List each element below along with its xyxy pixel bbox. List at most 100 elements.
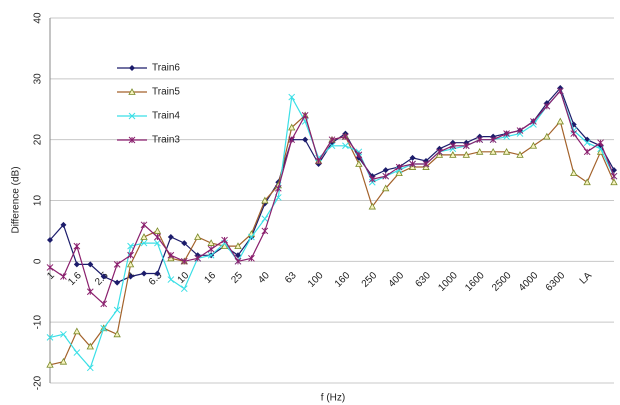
marker (529, 141, 538, 149)
marker (436, 148, 443, 156)
x-tick-label: 25 (229, 270, 245, 286)
marker (248, 254, 255, 262)
marker (234, 242, 242, 250)
marker (610, 178, 618, 186)
marker (570, 169, 578, 177)
marker (395, 163, 403, 171)
marker (207, 239, 215, 246)
marker (449, 151, 457, 158)
y-tick-label: 20 (33, 134, 44, 146)
marker (355, 148, 363, 156)
x-tick-label: 1600 (463, 270, 487, 294)
marker (87, 261, 94, 268)
y-tick-label: -20 (33, 375, 44, 390)
marker (59, 357, 68, 365)
marker (556, 117, 564, 125)
marker (113, 261, 121, 268)
series-line (49, 89, 615, 305)
marker (86, 288, 94, 296)
x-tick-label: 400 (387, 270, 407, 290)
marker (100, 273, 107, 280)
marker (409, 160, 416, 168)
marker (261, 227, 269, 235)
legend-label: Train4 (152, 111, 180, 122)
marker (194, 254, 202, 262)
marker (140, 221, 148, 229)
marker (489, 136, 497, 144)
marker (476, 136, 484, 144)
series-line (49, 89, 615, 369)
marker (167, 251, 175, 259)
y-tick-label: 0 (33, 258, 44, 264)
x-tick-label: 630 (413, 270, 433, 290)
x-tick-label: 160 (333, 270, 353, 290)
legend-label: Train3 (152, 135, 180, 146)
marker (248, 233, 255, 241)
marker (449, 142, 457, 150)
marker (597, 139, 604, 147)
marker (288, 93, 296, 101)
marker (556, 87, 564, 95)
marker (530, 118, 537, 125)
marker (114, 279, 121, 286)
x-axis-title: f (Hz) (321, 393, 345, 404)
marker (489, 147, 497, 155)
marker (342, 133, 349, 140)
marker (73, 242, 81, 250)
marker (422, 160, 430, 168)
marker (154, 270, 161, 277)
marker (154, 233, 161, 241)
marker (583, 178, 591, 186)
marker (610, 172, 618, 180)
marker (476, 147, 484, 155)
x-tick-label: 250 (360, 270, 380, 290)
marker (73, 327, 81, 335)
marker (141, 270, 147, 277)
marker (100, 324, 108, 332)
marker (382, 184, 390, 192)
y-tick-label: -10 (33, 315, 44, 330)
legend-marker (128, 88, 136, 95)
legend-marker (128, 112, 136, 120)
marker (234, 257, 242, 265)
marker (194, 233, 202, 240)
marker (302, 136, 309, 143)
marker (113, 306, 121, 314)
marker (328, 136, 336, 144)
marker (167, 234, 174, 240)
marker (261, 215, 269, 223)
marker (180, 257, 188, 265)
marker (288, 123, 296, 131)
marker (382, 172, 390, 180)
marker (315, 157, 322, 165)
legend-label: Train6 (152, 63, 180, 74)
marker (113, 330, 121, 338)
marker (516, 130, 524, 137)
marker (167, 276, 175, 283)
marker (47, 237, 53, 244)
marker (274, 184, 282, 192)
marker (153, 227, 162, 234)
marker (207, 251, 215, 259)
x-tick-label: 100 (306, 270, 326, 290)
marker (409, 154, 416, 161)
marker (46, 334, 54, 341)
marker (502, 147, 511, 155)
marker (395, 169, 403, 177)
marker (368, 178, 376, 186)
marker (46, 264, 54, 271)
series-line (49, 86, 615, 284)
marker (100, 300, 108, 308)
marker (288, 136, 296, 144)
marker (86, 364, 94, 372)
marker (368, 202, 376, 210)
marker (583, 139, 591, 147)
x-tick-label: 6300 (544, 270, 568, 294)
marker (180, 285, 188, 293)
x-tick-label: 2500 (490, 270, 514, 294)
y-tick-label: 30 (33, 73, 44, 85)
x-tick-label: LA (578, 270, 595, 287)
legend-label: Train5 (152, 87, 180, 98)
marker (235, 252, 241, 259)
